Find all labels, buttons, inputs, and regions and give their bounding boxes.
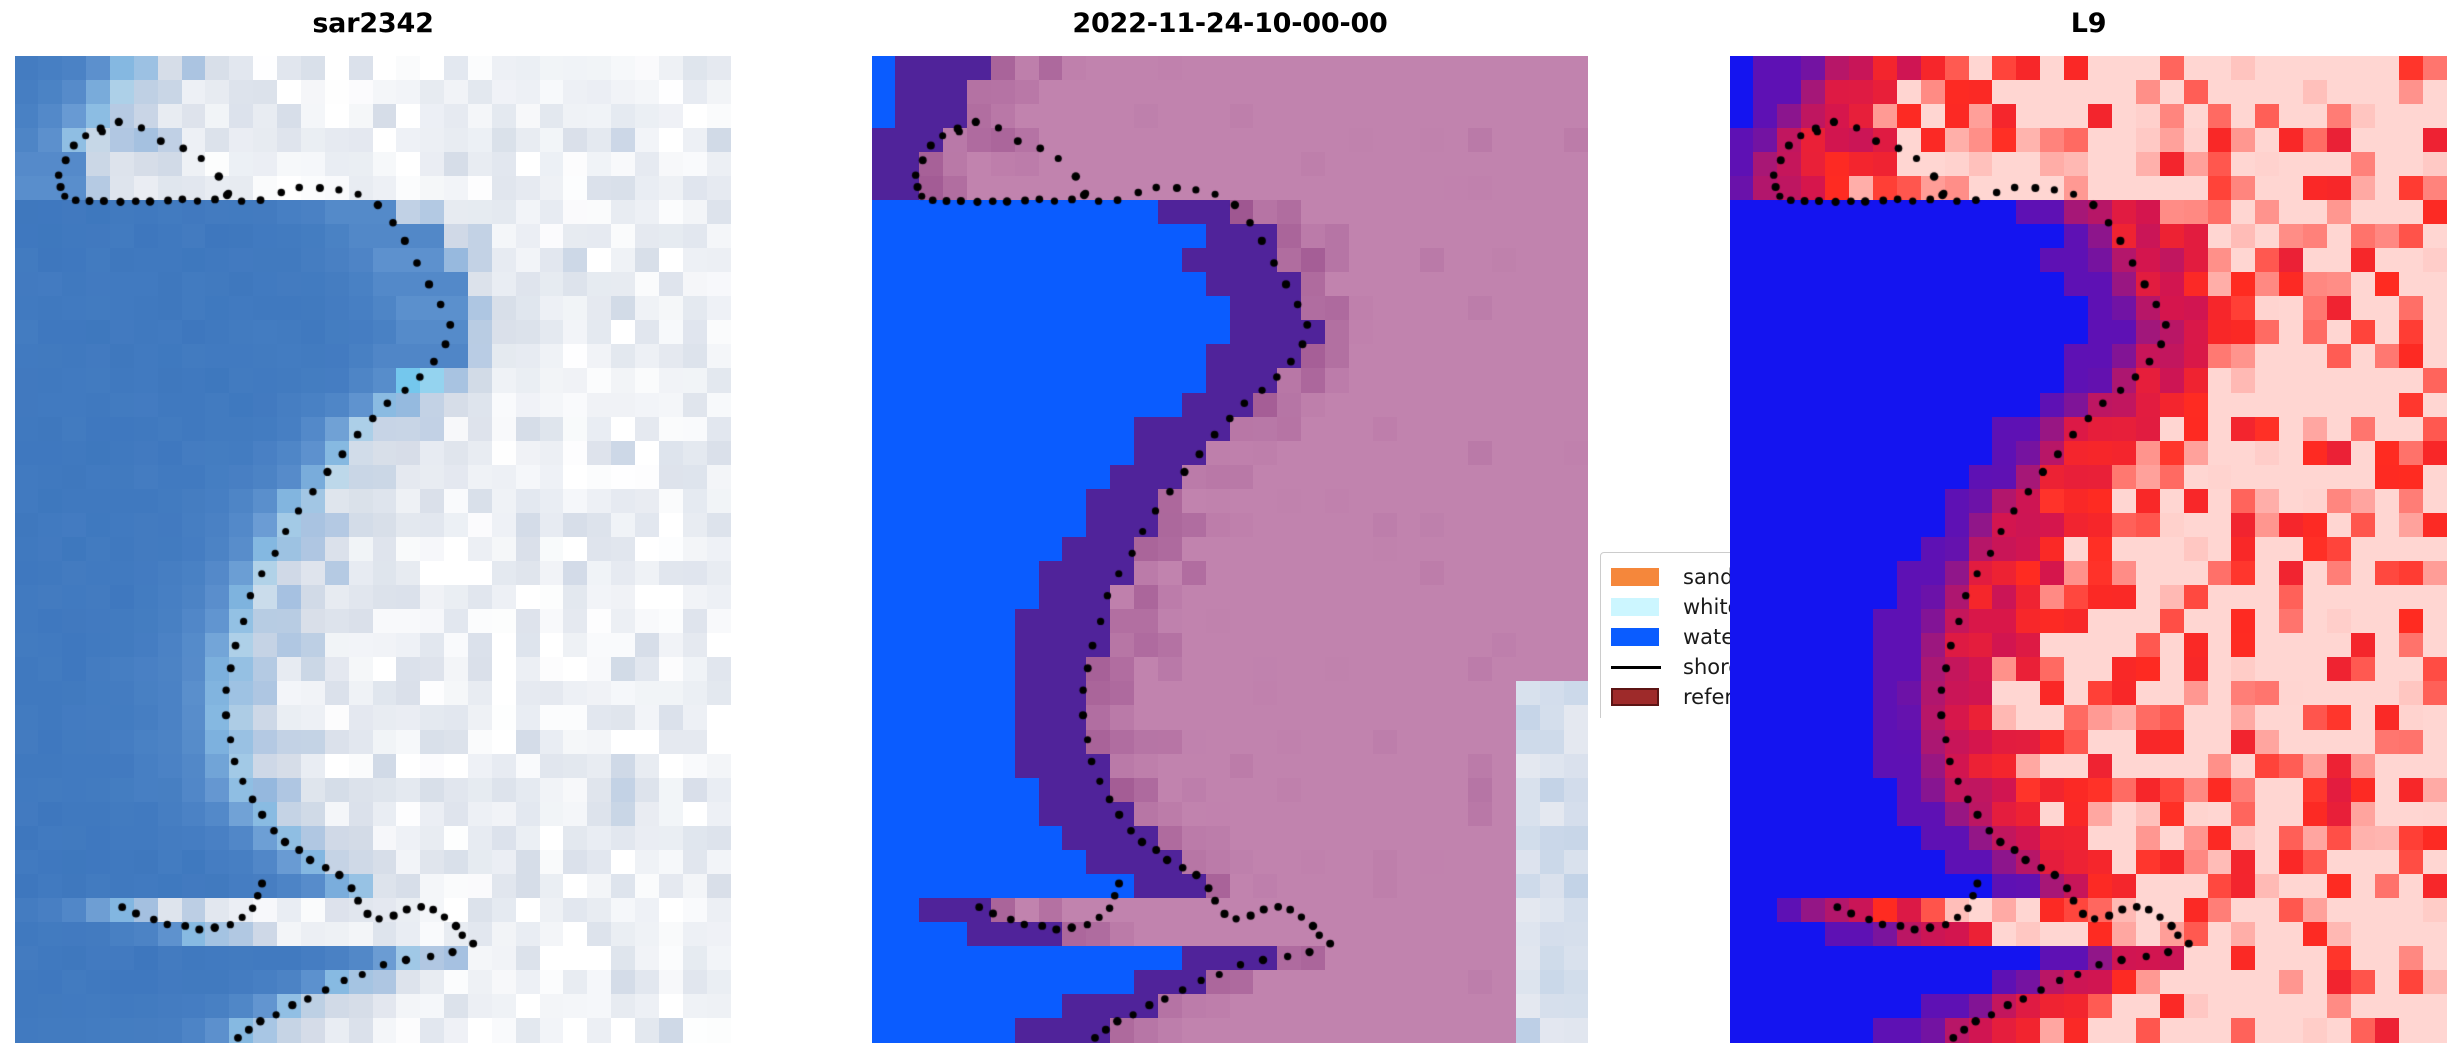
panel-l9[interactable]: [1730, 56, 2447, 1043]
legend-item-whitewater[interactable]: whitewater: [1611, 592, 1730, 622]
panel-title-classification: 2022-11-24-10-00-00: [1072, 8, 1388, 39]
panel-title-l9: L9: [2070, 8, 2107, 39]
legend-item-water[interactable]: water: [1611, 622, 1730, 652]
legend-label-whitewater: whitewater: [1683, 594, 1730, 619]
shoreline-overlay-l9: [1730, 56, 2447, 1043]
legend-label-reference-shoreline: reference shoreline: [1683, 684, 1730, 709]
panel-sar[interactable]: [15, 56, 731, 1043]
legend[interactable]: sand whitewater water shoreline referenc…: [1600, 552, 1730, 718]
legend-label-sand: sand: [1683, 564, 1730, 589]
shoreline-overlay-classification: [872, 56, 1588, 1043]
legend-item-reference-shoreline[interactable]: reference shoreline: [1611, 682, 1730, 712]
legend-swatch-reference-shoreline: [1611, 688, 1673, 706]
legend-swatch-shoreline: [1611, 665, 1673, 669]
legend-swatch-sand: [1611, 568, 1673, 586]
legend-swatch-whitewater: [1611, 598, 1673, 616]
panel-title-sar: sar2342: [312, 8, 434, 39]
shoreline-overlay-sar: [15, 56, 731, 1043]
legend-item-shoreline[interactable]: shoreline: [1611, 652, 1730, 682]
legend-item-sand[interactable]: sand: [1611, 562, 1730, 592]
legend-swatch-water: [1611, 628, 1673, 646]
panel-classification[interactable]: [872, 56, 1588, 1043]
legend-label-shoreline: shoreline: [1683, 654, 1730, 679]
legend-box: sand whitewater water shoreline referenc…: [1600, 552, 1730, 718]
legend-label-water: water: [1683, 624, 1730, 649]
